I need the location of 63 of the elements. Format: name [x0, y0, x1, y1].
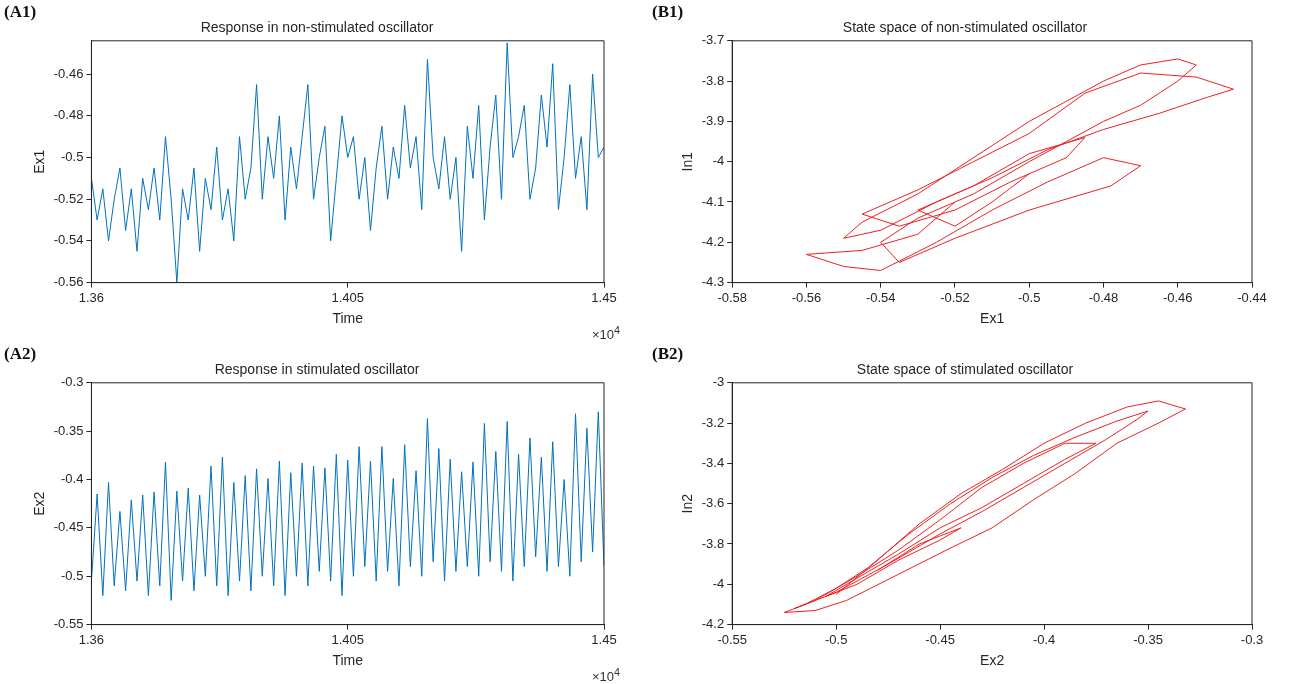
x-tick-label: -0.4: [1032, 631, 1056, 647]
x-tick-label: -0.45: [925, 631, 955, 647]
y-tick-label: -4.1: [701, 193, 725, 209]
x-tick-label: -0.52: [940, 289, 970, 305]
y-tick-label: -4: [712, 575, 725, 591]
y-tick-label: -3.9: [701, 112, 725, 128]
x-tick-label: 1.36: [78, 289, 105, 305]
y-tick-label: -0.52: [53, 190, 84, 206]
x-tick-label: -0.5: [1018, 289, 1041, 305]
y-tick-label: -0.5: [61, 567, 84, 583]
y-axis-title: Ex1: [31, 149, 48, 174]
x-tick-label: 1.45: [591, 289, 617, 305]
chart-title: State space of non-stimulated oscillator: [842, 19, 1088, 36]
chart-title: Response in non-stimulated oscillator: [200, 19, 434, 36]
x-tick-label: 1.36: [78, 631, 105, 647]
y-tick-label: -0.35: [53, 422, 84, 438]
y-axis-title: In1: [679, 151, 696, 172]
x-tick-label: -0.48: [1088, 289, 1119, 305]
y-tick-label: -0.5: [61, 149, 84, 165]
x-tick-label: 1.405: [331, 631, 364, 647]
y-tick-label: -4.2: [701, 233, 725, 249]
x-axis-title: Ex1: [980, 310, 1005, 327]
y-tick-label: -3.2: [701, 414, 725, 430]
x-tick-label: 1.405: [331, 289, 364, 305]
y-tick-label: -0.48: [53, 107, 84, 123]
y-tick-label: -0.3: [61, 374, 84, 390]
y-tick-label: -4.3: [701, 274, 725, 290]
y-tick-label: -3: [712, 374, 725, 390]
x-tick-label: 1.45: [591, 631, 617, 647]
x-tick-label: -0.58: [717, 289, 748, 305]
y-axis-title: Ex2: [31, 491, 48, 516]
x-axis-title: Time: [332, 310, 364, 327]
y-tick-label: -0.56: [53, 274, 84, 290]
y-tick-label: -0.46: [53, 65, 84, 81]
x-tick-label: -0.3: [1240, 631, 1264, 647]
x-tick-label: -0.44: [1237, 289, 1267, 305]
text: ×10$^{4}$: [591, 665, 620, 684]
y-tick-label: -0.45: [53, 519, 84, 535]
x-axis-title: Ex2: [980, 652, 1005, 669]
x-tick-label: -0.46: [1162, 289, 1193, 305]
y-tick-label: -4.2: [701, 616, 725, 632]
y-tick-label: -3.4: [701, 454, 725, 470]
y-tick-label: -3.7: [701, 32, 725, 48]
x-tick-label: -0.5: [824, 631, 848, 647]
x-tick-label: -0.35: [1133, 631, 1163, 647]
y-tick-label: -3.6: [701, 495, 725, 511]
text: (A1): [4, 2, 37, 22]
text: (B2): [652, 344, 684, 364]
y-tick-label: -4: [712, 153, 725, 169]
text: (B1): [652, 2, 684, 22]
y-tick-label: -0.54: [53, 232, 84, 248]
y-axis-title: In2: [679, 493, 696, 514]
x-axis-title: Time: [332, 652, 364, 669]
x-tick-label: -0.54: [865, 289, 896, 305]
y-tick-label: -0.4: [61, 471, 84, 487]
chart-title: Response in stimulated oscillator: [214, 361, 420, 378]
text: (A2): [4, 344, 37, 364]
x-tick-label: -0.56: [791, 289, 822, 305]
text: ×10$^{4}$: [591, 323, 620, 342]
y-tick-label: -0.55: [53, 616, 84, 632]
y-tick-label: -3.8: [701, 535, 725, 551]
y-tick-label: -3.8: [701, 72, 725, 88]
chart-title: State space of stimulated oscillator: [856, 361, 1074, 378]
